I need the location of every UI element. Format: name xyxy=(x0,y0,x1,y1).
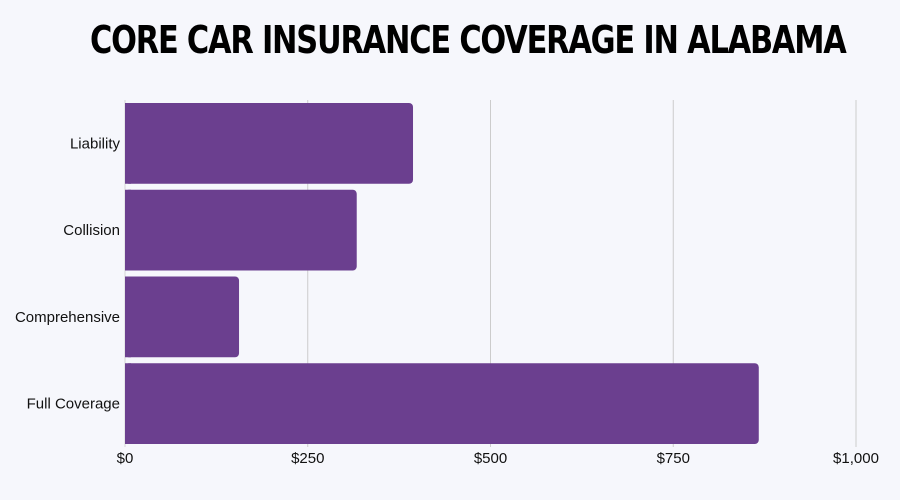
bar-edge xyxy=(125,103,131,184)
bar-edge xyxy=(125,363,131,444)
category-label: Comprehensive xyxy=(15,309,120,326)
x-tick-label: $500 xyxy=(474,450,507,467)
bar-full-coverage xyxy=(125,363,759,444)
x-tick-label: $0 xyxy=(117,450,134,467)
bar-collision xyxy=(125,189,357,271)
category-label: Full Coverage xyxy=(27,396,120,413)
chart-title: CORE CAR INSURANCE COVERAGE IN ALABAMA xyxy=(90,18,847,62)
x-tick-label: $1,000 xyxy=(833,450,879,467)
x-tick-label: $250 xyxy=(291,450,324,467)
bar-liability xyxy=(125,103,414,184)
bar-comprehensive xyxy=(125,276,240,358)
x-tick-label: $750 xyxy=(657,450,690,467)
category-label: Collision xyxy=(63,222,120,239)
bar-edge xyxy=(125,189,131,271)
category-label: Liability xyxy=(70,135,121,152)
bar-edge xyxy=(125,276,131,358)
